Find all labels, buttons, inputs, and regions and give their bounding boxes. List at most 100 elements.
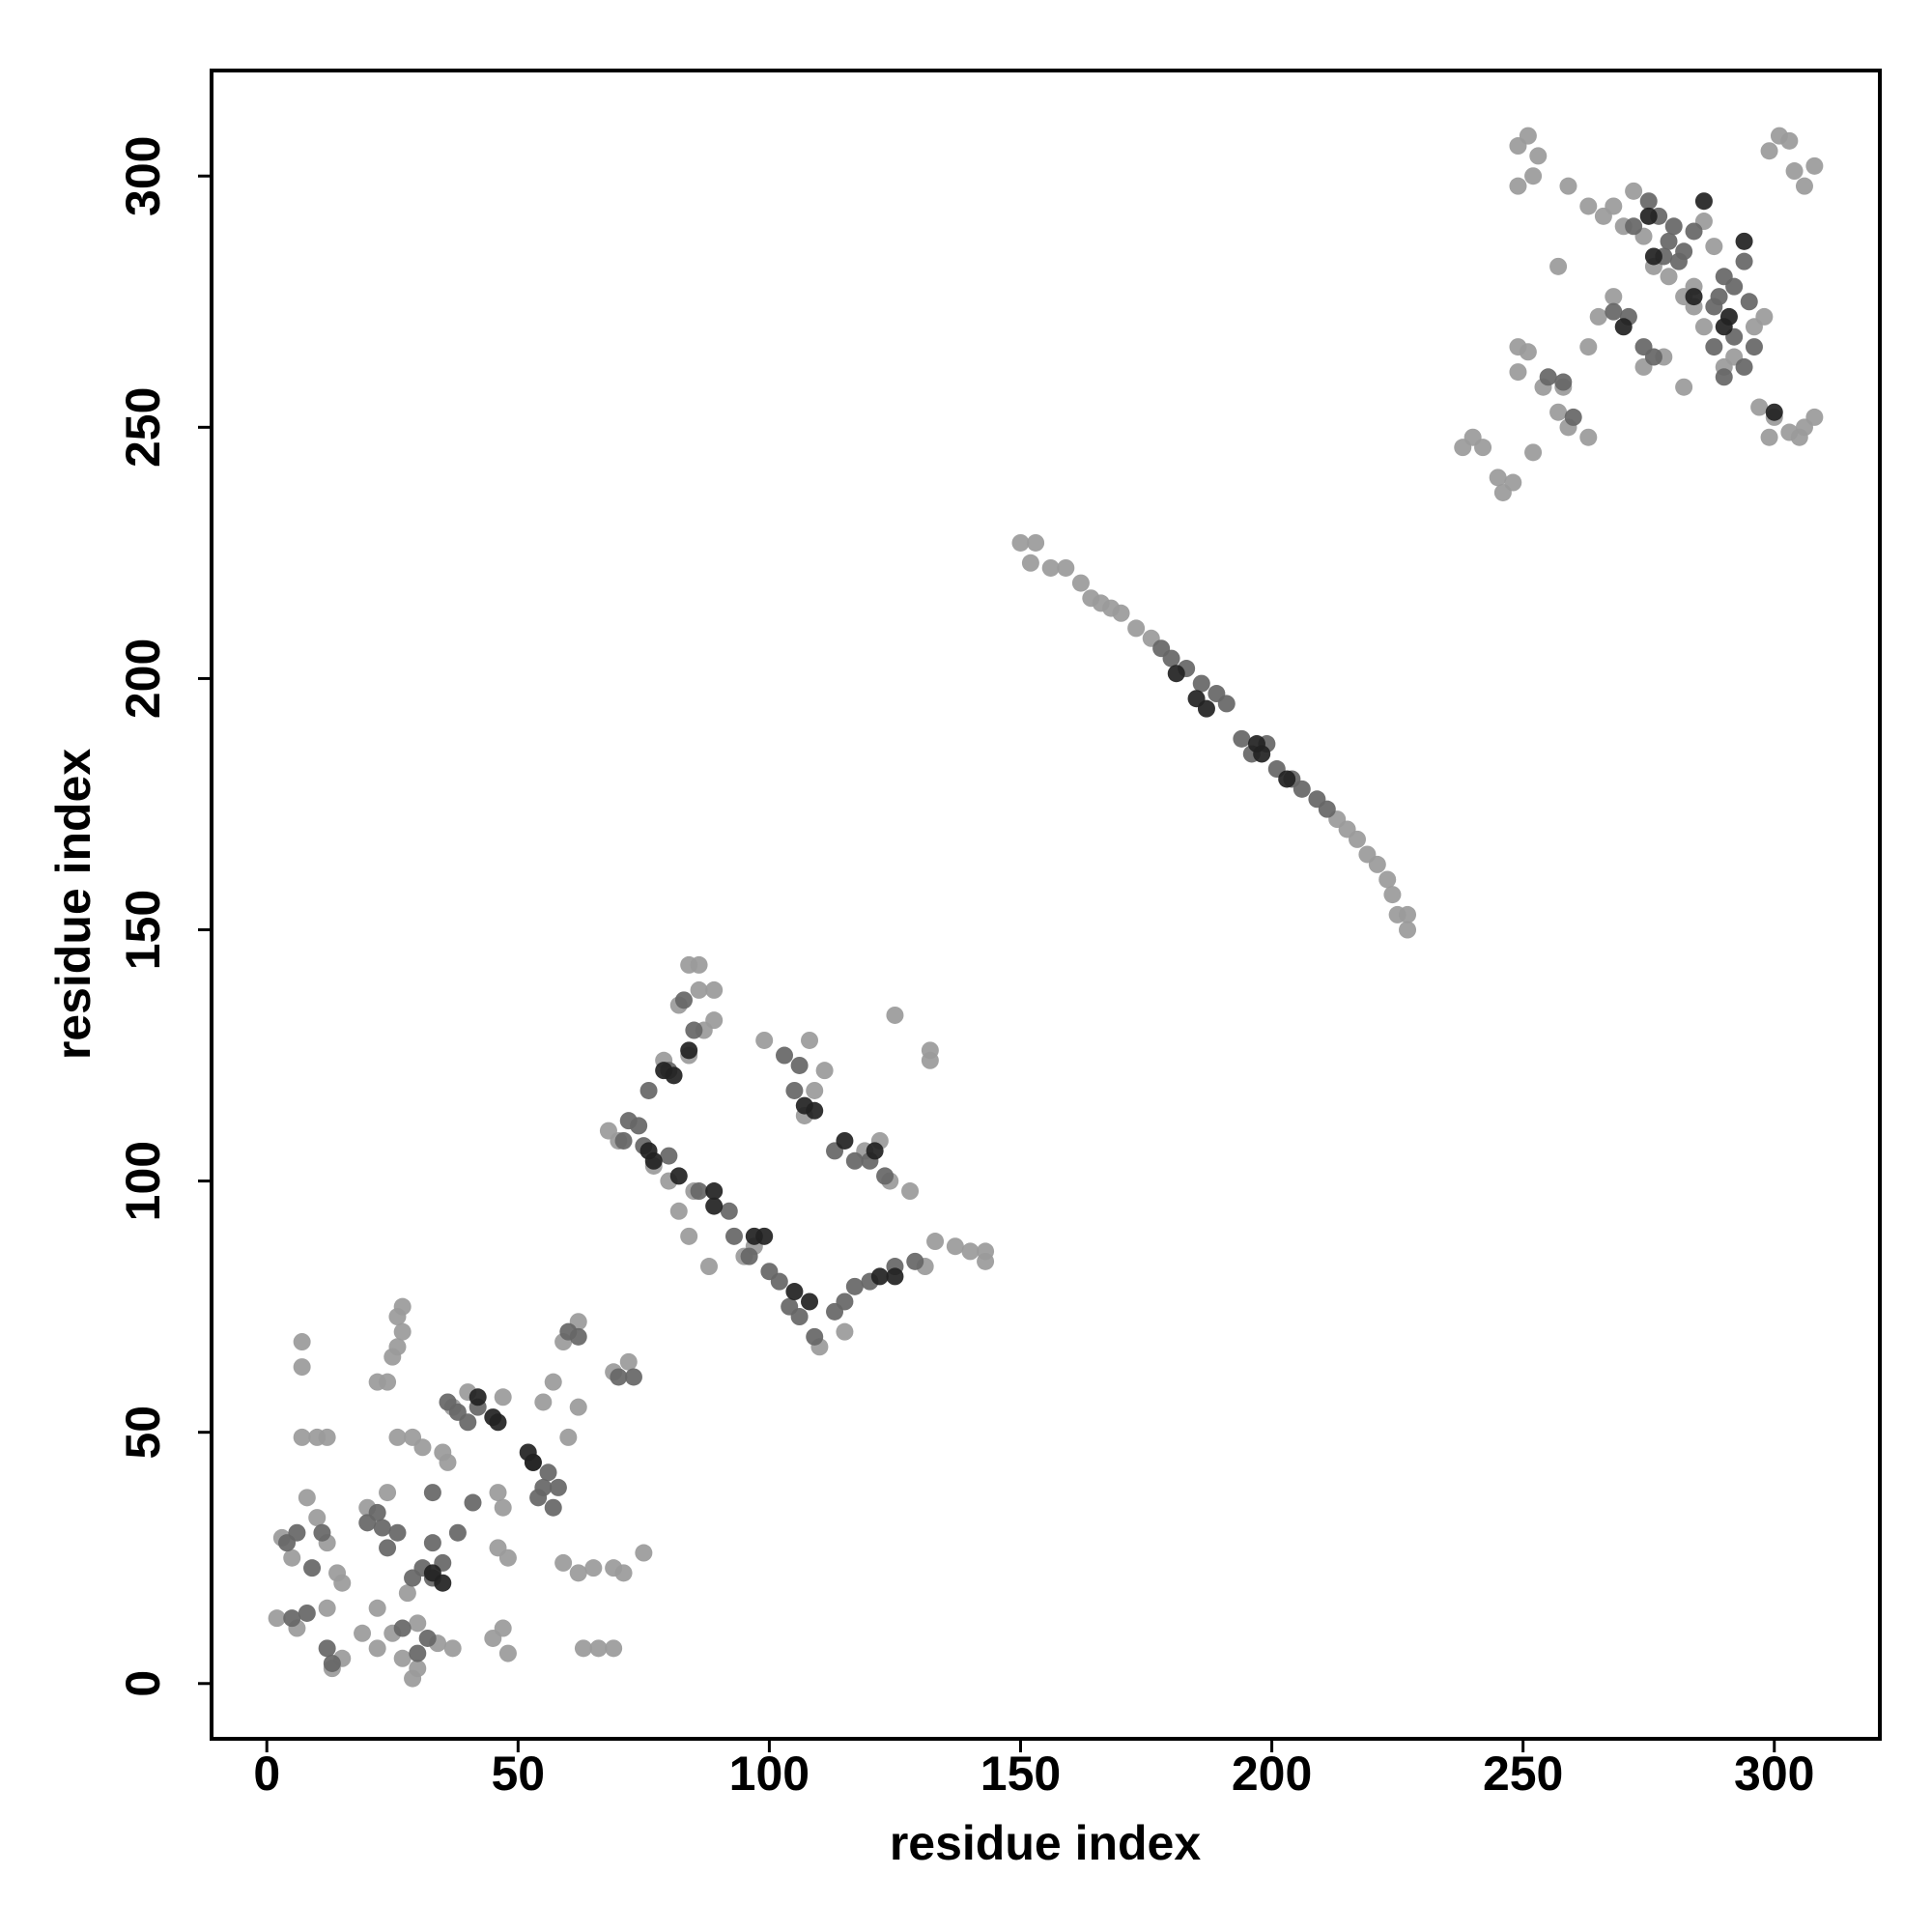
point <box>1192 674 1210 693</box>
point <box>1605 197 1623 215</box>
point <box>1027 533 1045 552</box>
point <box>1559 177 1577 195</box>
point <box>1071 574 1090 592</box>
point <box>574 1639 592 1658</box>
point <box>665 1066 683 1085</box>
x-tick-label: 50 <box>491 1747 545 1801</box>
point <box>1253 745 1271 763</box>
point <box>785 1081 804 1099</box>
point <box>690 1182 708 1201</box>
point <box>801 1293 819 1311</box>
point <box>1519 343 1537 361</box>
point <box>1318 800 1336 818</box>
point <box>368 1599 386 1617</box>
point <box>1509 363 1527 382</box>
point <box>1489 469 1507 487</box>
point <box>680 1041 698 1060</box>
point <box>1625 182 1643 200</box>
point <box>1011 533 1030 552</box>
point <box>946 1237 964 1256</box>
point <box>699 1258 718 1276</box>
point <box>1790 428 1808 446</box>
point <box>393 1322 412 1341</box>
point <box>569 1564 587 1582</box>
point <box>423 1484 441 1502</box>
point <box>1644 247 1662 266</box>
point <box>469 1388 487 1406</box>
point <box>544 1498 562 1517</box>
point <box>1660 268 1678 286</box>
point <box>448 1523 467 1542</box>
point <box>705 1197 724 1215</box>
point <box>524 1453 542 1471</box>
point <box>1625 217 1643 236</box>
point <box>614 1131 633 1150</box>
point <box>313 1523 331 1542</box>
point <box>1805 156 1824 175</box>
point <box>977 1242 995 1261</box>
point <box>393 1619 412 1637</box>
point <box>1162 649 1180 668</box>
point <box>790 1056 809 1074</box>
point <box>549 1478 567 1496</box>
point <box>303 1559 322 1577</box>
point <box>870 1267 889 1286</box>
point <box>494 1619 512 1637</box>
point <box>624 1368 642 1386</box>
point <box>288 1523 306 1542</box>
y-tick-label: 300 <box>116 136 170 216</box>
point <box>1217 695 1236 713</box>
point <box>559 1428 578 1446</box>
point <box>906 1252 924 1270</box>
point <box>1705 338 1723 356</box>
point <box>1735 357 1753 376</box>
point <box>384 1348 402 1366</box>
point <box>1549 257 1568 275</box>
point <box>669 1202 688 1220</box>
point <box>283 1609 301 1628</box>
point <box>801 1031 819 1049</box>
point <box>639 1081 658 1099</box>
point <box>388 1523 407 1542</box>
point <box>961 1242 980 1261</box>
point <box>333 1574 352 1592</box>
point <box>705 1182 724 1201</box>
plot-frame <box>210 69 1882 1741</box>
point <box>1675 378 1693 396</box>
point <box>886 1006 904 1024</box>
point <box>1735 252 1753 270</box>
point <box>1112 604 1130 622</box>
point <box>1589 307 1607 326</box>
point <box>1660 232 1678 250</box>
point <box>921 1051 939 1069</box>
point <box>293 1333 311 1351</box>
point <box>589 1639 608 1658</box>
point <box>443 1639 462 1658</box>
point <box>1278 770 1296 788</box>
point <box>539 1463 557 1482</box>
point <box>494 1388 512 1406</box>
point <box>434 1574 452 1592</box>
point <box>1605 288 1623 306</box>
point <box>1233 729 1251 748</box>
point <box>1605 302 1623 321</box>
point <box>1167 665 1185 683</box>
point <box>1579 197 1598 215</box>
point <box>584 1559 603 1577</box>
point <box>293 1358 311 1377</box>
point <box>1685 288 1703 306</box>
point <box>1694 318 1713 336</box>
point <box>379 1484 397 1502</box>
point <box>740 1247 758 1265</box>
point <box>489 1413 507 1432</box>
point <box>680 1227 698 1245</box>
point <box>926 1233 945 1251</box>
point <box>1760 142 1778 160</box>
point <box>423 1534 441 1552</box>
point <box>268 1609 286 1628</box>
point <box>1639 207 1658 225</box>
point <box>498 1644 517 1662</box>
point <box>283 1548 301 1567</box>
point <box>619 1352 638 1371</box>
